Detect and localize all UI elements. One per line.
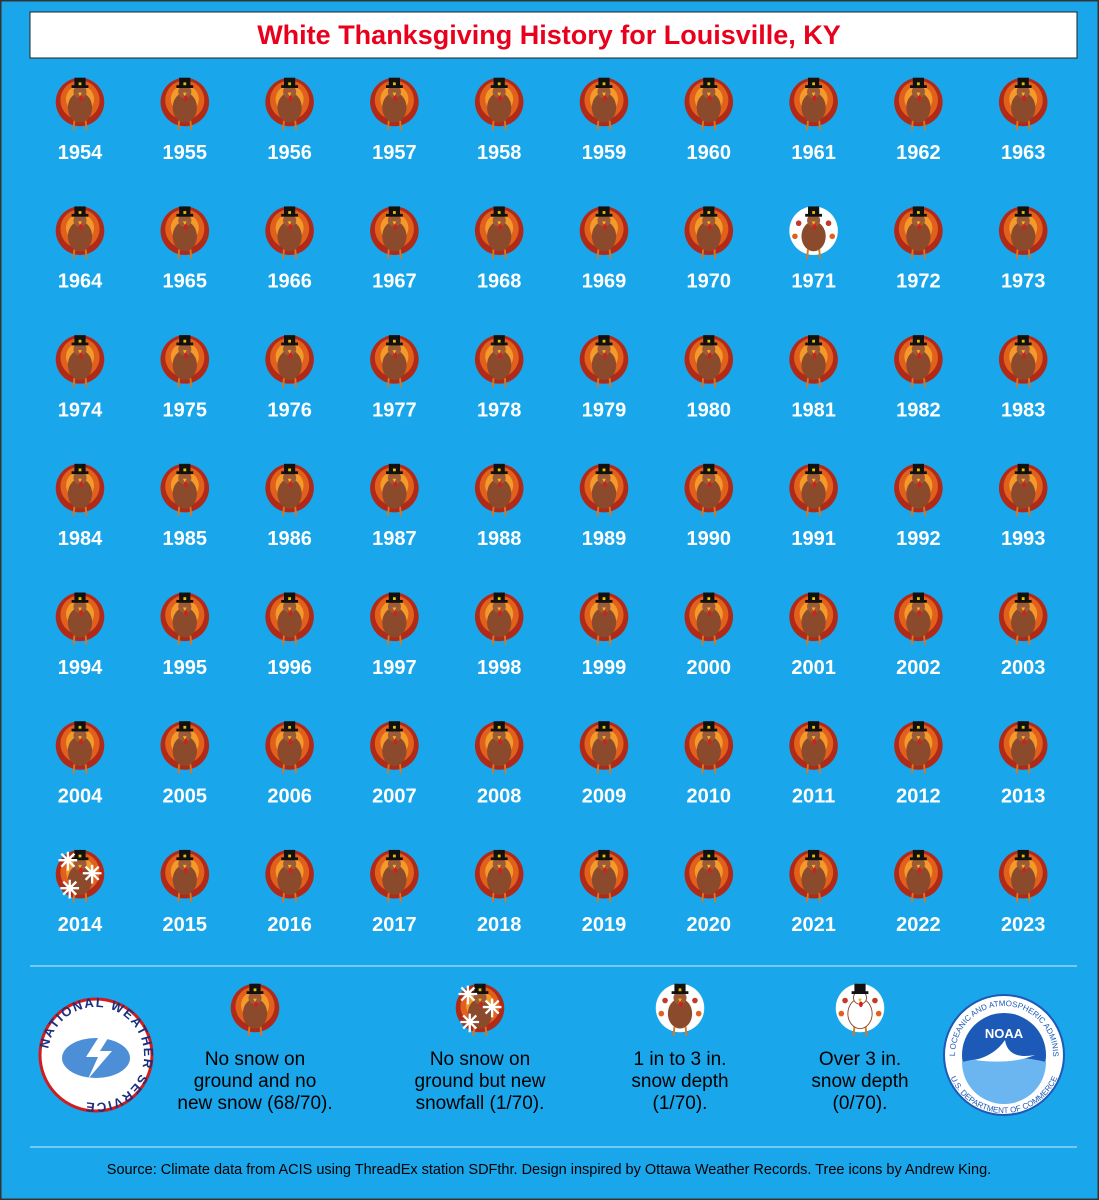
year-label: 1965: [163, 271, 208, 293]
year-label: 1974: [58, 399, 103, 421]
year-label: 2015: [163, 914, 208, 936]
year-label: 1978: [477, 399, 522, 421]
year-label: 1983: [1001, 399, 1046, 421]
year-label: 1954: [58, 142, 103, 164]
year-label: 1994: [58, 657, 103, 679]
year-label: 1970: [687, 271, 732, 293]
year-label: 1958: [477, 142, 522, 164]
year-label: 2017: [372, 914, 417, 936]
year-label: 2012: [896, 786, 941, 808]
year-label: 2000: [687, 657, 732, 679]
year-label: 2013: [1001, 786, 1046, 808]
year-label: 2003: [1001, 657, 1046, 679]
year-label: 1996: [267, 657, 312, 679]
title: White Thanksgiving History for Louisvill…: [257, 20, 841, 50]
source: Source: Climate data from ACIS using Thr…: [107, 1162, 991, 1178]
year-label: 1959: [582, 142, 627, 164]
legend-text: ground but new: [415, 1071, 546, 1092]
legend-text: snow depth: [811, 1071, 908, 1092]
year-label: 1966: [267, 271, 312, 293]
year-label: 2007: [372, 786, 417, 808]
year-label: 1992: [896, 528, 941, 550]
year-label: 2006: [267, 786, 312, 808]
title-box: [29, 11, 1078, 59]
year-label: 2008: [477, 786, 522, 808]
year-label: 1957: [372, 142, 417, 164]
year-label: 1955: [163, 142, 208, 164]
legend-text: snowfall (1/70).: [416, 1093, 545, 1114]
year-label: 1986: [267, 528, 312, 550]
year-label: 1964: [58, 271, 103, 293]
legend-text: ground and no: [194, 1071, 317, 1092]
year-label: 2020: [687, 914, 732, 936]
year-label: 2009: [582, 786, 627, 808]
legend-text: snow depth: [631, 1071, 728, 1092]
year-label: 1995: [163, 657, 208, 679]
legend-text: No snow on: [430, 1049, 530, 1070]
year-label: 2010: [687, 786, 732, 808]
year-label: 1963: [1001, 142, 1046, 164]
legend-text: (1/70).: [653, 1093, 708, 1114]
year-label: 1960: [687, 142, 732, 164]
legend-text: new snow (68/70).: [177, 1093, 332, 1114]
year-label: 1990: [687, 528, 732, 550]
year-label: 1988: [477, 528, 522, 550]
year-label: 1989: [582, 528, 627, 550]
year-label: 1973: [1001, 271, 1046, 293]
year-label: 2021: [791, 914, 836, 936]
year-label: 1984: [58, 528, 103, 550]
year-label: 1982: [896, 399, 941, 421]
year-label: 1981: [791, 399, 836, 421]
year-label: 2001: [791, 657, 836, 679]
year-label: 1967: [372, 271, 417, 293]
legend-text: (0/70).: [833, 1093, 888, 1114]
year-label: 2014: [58, 914, 103, 936]
year-label: 2005: [163, 786, 208, 808]
year-label: 1971: [791, 271, 836, 293]
year-label: 1997: [372, 657, 417, 679]
year-label: 1980: [687, 399, 732, 421]
year-label: 1991: [791, 528, 836, 550]
year-label: 1999: [582, 657, 627, 679]
year-label: 2011: [792, 786, 835, 808]
year-label: 2018: [477, 914, 522, 936]
year-label: 2004: [58, 786, 103, 808]
year-label: 1998: [477, 657, 522, 679]
year-label: 2016: [267, 914, 312, 936]
legend-text: 1 in to 3 in.: [634, 1049, 727, 1070]
noaa-center: NOAA: [985, 1026, 1024, 1041]
year-label: 1962: [896, 142, 941, 164]
nws-logo: NATIONAL WEATHER SERVICE: [36, 995, 154, 1115]
year-label: 2023: [1001, 914, 1046, 936]
legend-text: No snow on: [205, 1049, 305, 1070]
year-label: 1979: [582, 399, 627, 421]
year-label: 1977: [372, 399, 417, 421]
year-label: 2022: [896, 914, 941, 936]
year-label: 1976: [267, 399, 312, 421]
year-label: 1972: [896, 271, 941, 293]
year-label: 2019: [582, 914, 627, 936]
year-label: 1969: [582, 271, 627, 293]
year-label: 1975: [163, 399, 208, 421]
year-label: 1968: [477, 271, 522, 293]
year-label: 1993: [1001, 528, 1046, 550]
year-label: 1961: [791, 142, 836, 164]
year-label: 2002: [896, 657, 941, 679]
year-label: 1985: [163, 528, 208, 550]
legend-text: Over 3 in.: [819, 1049, 901, 1070]
year-label: 1987: [372, 528, 417, 550]
year-label: 1956: [267, 142, 312, 164]
